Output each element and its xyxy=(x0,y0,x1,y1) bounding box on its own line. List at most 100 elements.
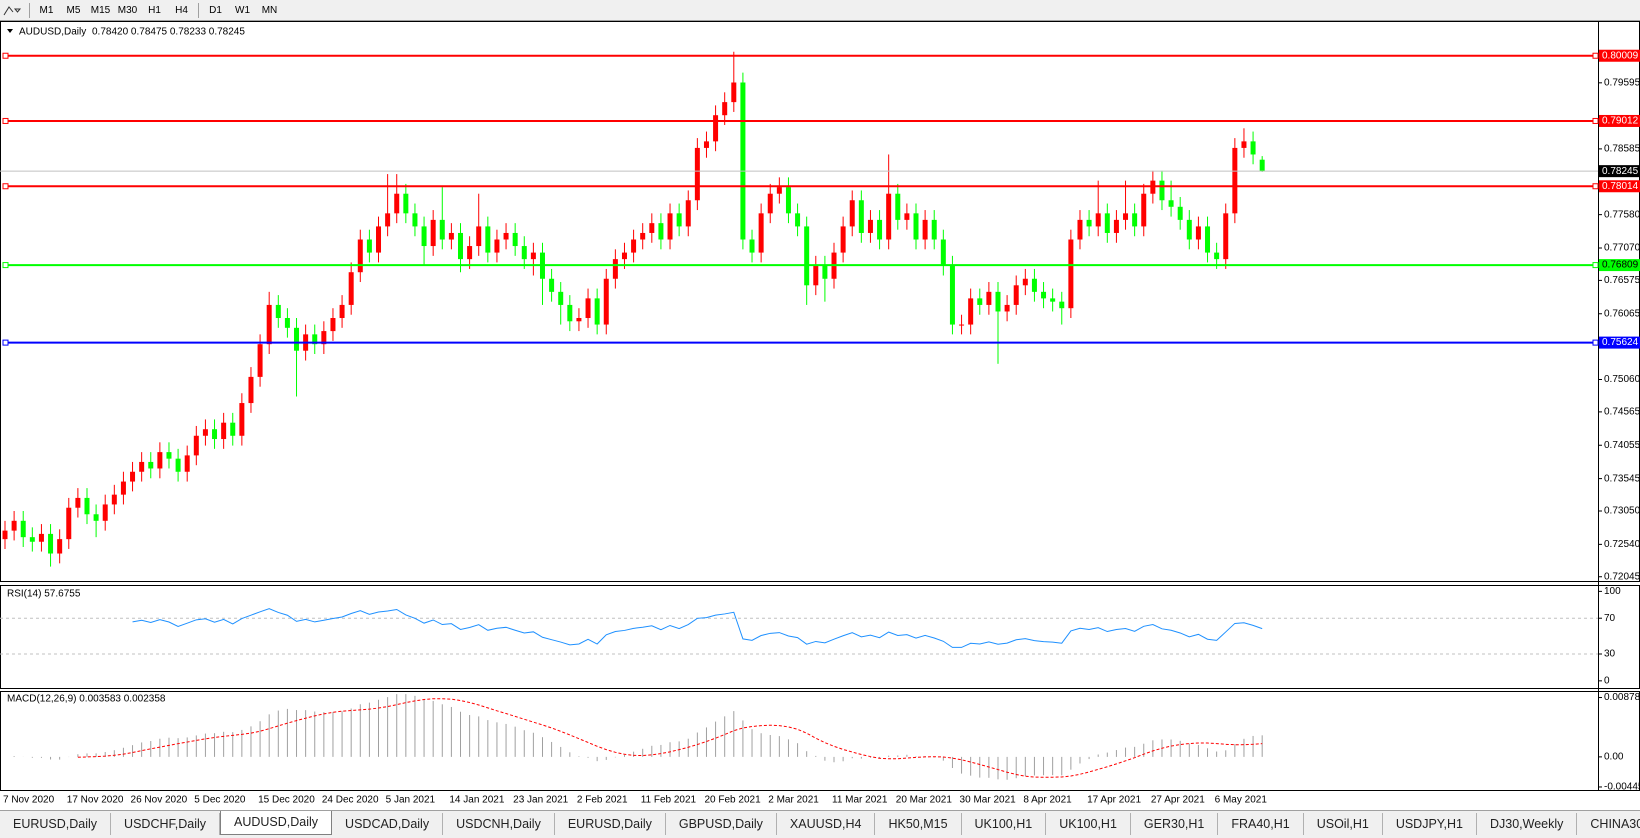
level-anchor xyxy=(2,117,9,124)
candle-body xyxy=(248,376,254,404)
chart-tab[interactable]: GER30,H1 xyxy=(1131,813,1219,835)
toolbar-icon[interactable] xyxy=(0,1,26,20)
y-tick-label: 0.73050 xyxy=(1604,506,1640,517)
candle-body xyxy=(385,213,391,227)
candle-body xyxy=(1259,159,1265,172)
rsi-line xyxy=(132,608,1263,648)
chart-tab[interactable]: FRA40,H1 xyxy=(1218,813,1304,835)
candle-body xyxy=(685,200,691,227)
chart-tab[interactable]: GBPUSD,Daily xyxy=(666,813,777,835)
chart-tab[interactable]: USDCAD,Daily xyxy=(332,813,444,835)
y-tick-label: 70 xyxy=(1604,613,1616,624)
candle-body xyxy=(503,232,509,240)
x-tick-label: 5 Dec 2020 xyxy=(194,795,246,806)
candle-body xyxy=(1250,141,1256,155)
candle-body xyxy=(867,219,873,233)
level-label: 0.75624 xyxy=(1602,337,1639,348)
y-tick-label: 0.73545 xyxy=(1604,473,1640,484)
x-tick-label: 11 Feb 2021 xyxy=(641,795,697,806)
timeframe-button[interactable]: W1 xyxy=(235,4,250,16)
candle-body xyxy=(111,494,117,505)
level-anchor xyxy=(2,339,9,346)
level-label: 0.76809 xyxy=(1602,260,1639,271)
candle-body xyxy=(694,147,700,201)
chart-tab[interactable]: AUDUSD,Daily xyxy=(220,811,333,835)
chart-tab[interactable]: USOil,H1 xyxy=(1304,813,1383,835)
y-tick-label: 0.72540 xyxy=(1604,539,1640,550)
candle-body xyxy=(767,193,773,214)
candle-body xyxy=(1050,298,1056,302)
timeframe-button[interactable]: M15 xyxy=(90,4,111,16)
chart-tab[interactable]: XAUUSD,H4 xyxy=(777,813,876,835)
candle-body xyxy=(467,246,473,260)
x-tick-label: 26 Nov 2020 xyxy=(131,795,188,806)
candle-body xyxy=(986,291,992,305)
chart-tab[interactable]: USDJPY,H1 xyxy=(1383,813,1477,835)
chart-tab[interactable]: EURUSD,Daily xyxy=(555,813,666,835)
timeframe-button[interactable]: M1 xyxy=(39,4,54,16)
candle-body xyxy=(1177,206,1183,220)
candle-body xyxy=(1013,285,1019,305)
candle-body xyxy=(48,533,54,554)
chart-tab[interactable]: CHINA300,H1 xyxy=(1577,813,1640,835)
candle-body xyxy=(403,193,409,214)
macd-label: MACD(12,26,9) 0.003583 0.002358 xyxy=(7,694,166,705)
candle-body xyxy=(412,213,418,227)
timeframe-button[interactable]: H4 xyxy=(175,4,188,16)
chart-tab[interactable]: USDCNH,Daily xyxy=(443,813,555,835)
collapse-icon[interactable] xyxy=(7,29,13,33)
chart-tab[interactable]: UK100,H1 xyxy=(962,813,1047,835)
candle-body xyxy=(1214,252,1220,260)
candle-body xyxy=(1159,180,1165,201)
candle-body xyxy=(585,298,591,319)
x-tick-label: 7 Nov 2020 xyxy=(3,795,55,806)
candle-body xyxy=(1068,239,1074,309)
chart-tab[interactable]: USDCHF,Daily xyxy=(111,813,220,835)
candle-body xyxy=(394,193,400,214)
chart-tab[interactable]: UK100,H1 xyxy=(1046,813,1131,835)
y-tick-label: 30 xyxy=(1604,649,1616,660)
candle-body xyxy=(230,422,236,436)
chart: AUDUSD,Daily 0.78420 0.78475 0.78233 0.7… xyxy=(0,21,1640,806)
candle-body xyxy=(1141,193,1147,227)
candle-body xyxy=(649,223,655,233)
candle-body xyxy=(758,213,764,253)
timeframe-button[interactable]: D1 xyxy=(209,4,222,16)
x-tick-label: 8 Apr 2021 xyxy=(1023,795,1072,806)
candle-body xyxy=(1004,304,1010,312)
level-anchor xyxy=(2,183,9,190)
candle-body xyxy=(348,272,354,305)
x-tick-label: 5 Jan 2021 xyxy=(386,795,436,806)
chart-tab[interactable]: EURUSD,Daily xyxy=(0,813,112,835)
x-tick-label: 27 Apr 2021 xyxy=(1151,795,1205,806)
candle-body xyxy=(1095,213,1101,227)
chart-tab[interactable]: DJ30,Weekly xyxy=(1477,813,1578,835)
y-tick-label: 0.79595 xyxy=(1604,77,1640,88)
x-tick-label: 30 Mar 2021 xyxy=(960,795,1017,806)
candle-body xyxy=(357,239,363,273)
chart-tab[interactable]: HK50,M15 xyxy=(875,813,962,835)
timeframe-button[interactable]: M30 xyxy=(117,4,138,16)
x-tick-label: 23 Jan 2021 xyxy=(513,795,568,806)
candle-body xyxy=(102,504,108,521)
candle-body xyxy=(148,461,154,469)
x-tick-label: 20 Feb 2021 xyxy=(704,795,761,806)
timeframe-button[interactable]: MN xyxy=(261,4,278,16)
timeframe-button[interactable]: H1 xyxy=(148,4,161,16)
timeframe-button[interactable]: M5 xyxy=(66,4,81,16)
candle-body xyxy=(621,252,627,260)
level-label: 0.78014 xyxy=(1602,181,1639,192)
candle-body xyxy=(567,304,573,322)
rsi-label: RSI(14) 57.6755 xyxy=(7,589,81,600)
candle-body xyxy=(913,213,919,240)
candle-body xyxy=(722,102,728,116)
candle-body xyxy=(612,259,618,279)
level-anchor xyxy=(1592,52,1599,59)
y-tick-label: 0.78585 xyxy=(1604,144,1640,155)
candle-body xyxy=(1123,213,1129,220)
candle-body xyxy=(312,334,318,345)
candle-body xyxy=(430,219,436,247)
candle-body xyxy=(1232,147,1238,214)
candle-body xyxy=(1031,278,1037,292)
